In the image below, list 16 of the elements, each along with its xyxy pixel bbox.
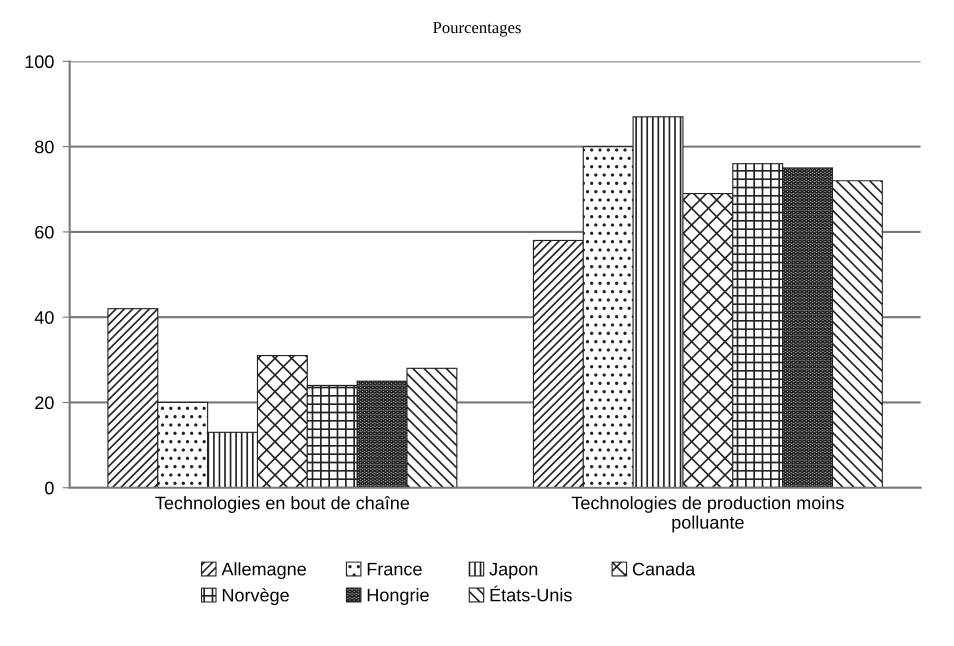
legend-label: États-Unis bbox=[490, 586, 572, 602]
legend-label: Canada bbox=[632, 562, 696, 576]
legend-label: Allemagne bbox=[221, 562, 306, 580]
x-tick-label: Technologies de production moins polluante bbox=[572, 496, 844, 532]
legend-label: Norvège bbox=[222, 588, 289, 606]
y-tick-label: 20 bbox=[35, 396, 54, 410]
y-tick-label: 80 bbox=[35, 140, 54, 154]
legend-label: Japon bbox=[489, 562, 538, 580]
y-tick-label: 100 bbox=[26, 55, 54, 68]
y-tick-label: 0 bbox=[45, 482, 54, 494]
x-tick-label: Technologies en bout de chaîne bbox=[155, 496, 410, 513]
y-tick-label: 40 bbox=[34, 311, 54, 324]
legend-label: France bbox=[368, 562, 422, 576]
y-tick-label: 60 bbox=[35, 226, 54, 239]
legend-label: Hongrie bbox=[368, 588, 429, 605]
chart-title: Pourcentages bbox=[433, 22, 521, 37]
